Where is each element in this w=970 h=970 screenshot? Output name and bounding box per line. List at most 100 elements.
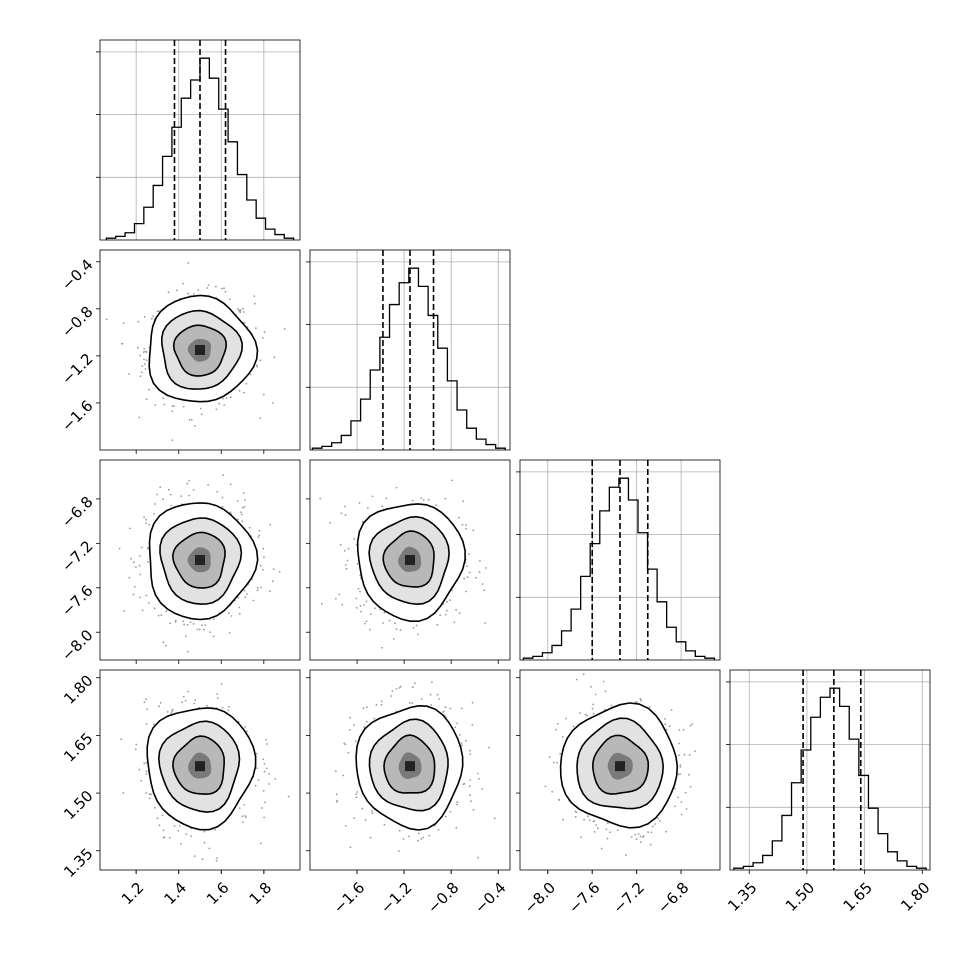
y-tick-label: 1.35 <box>60 845 96 881</box>
scatter-point <box>595 824 598 826</box>
scatter-point <box>678 742 680 745</box>
scatter-point <box>438 698 440 700</box>
scatter-point <box>364 622 366 625</box>
panel-frame <box>99 669 301 871</box>
scatter-point <box>256 589 259 592</box>
scatter-point <box>167 291 170 294</box>
scatter-point <box>120 738 123 741</box>
scatter-point <box>215 859 218 862</box>
scatter-point <box>213 618 215 621</box>
scatter-point <box>179 842 182 845</box>
scatter-point <box>664 718 666 720</box>
x-tick-label: 1.65 <box>840 879 876 915</box>
scatter-point <box>139 354 142 357</box>
scatter-point <box>561 736 564 738</box>
scatter-point <box>207 284 210 286</box>
scatter-point <box>451 589 453 592</box>
scatter-point <box>143 762 146 765</box>
density-peak <box>615 761 625 772</box>
scatter-point <box>152 315 155 318</box>
scatter-point <box>594 693 597 696</box>
scatter-point <box>243 391 245 394</box>
scatter-point <box>243 499 246 501</box>
scatter-point <box>465 527 467 530</box>
x-tick-label: 1.80 <box>897 879 933 915</box>
scatter-point <box>139 596 141 599</box>
scatter-point <box>353 817 356 819</box>
scatter-point <box>689 785 692 788</box>
scatter-point <box>261 807 263 809</box>
scatter-point <box>260 586 263 589</box>
scatter-point <box>380 703 383 706</box>
panel-3-0: 1.2 1.4 1.6 1.8 1.35 1.50 1.65 1.80 <box>60 669 301 908</box>
scatter-point <box>199 407 202 410</box>
scatter-point <box>604 690 607 693</box>
scatter-point <box>145 792 148 794</box>
scatter-point <box>243 506 246 508</box>
scatter-point <box>187 292 190 295</box>
scatter-point <box>178 825 181 827</box>
scatter-point <box>338 593 341 596</box>
scatter-point <box>345 825 347 827</box>
scatter-point <box>215 285 217 288</box>
density-peak <box>405 761 415 772</box>
scatter-point <box>475 576 477 579</box>
scatter-point <box>412 626 415 629</box>
scatter-point <box>649 843 652 846</box>
scatter-point <box>478 571 481 573</box>
scatter-point <box>147 546 149 549</box>
scatter-point <box>343 742 346 745</box>
scatter-point <box>268 783 270 785</box>
scatter-point <box>244 815 247 817</box>
scatter-point <box>340 512 343 515</box>
scatter-point <box>168 836 171 839</box>
panel-3-3: 1.35 1.50 1.65 1.80 <box>724 669 934 915</box>
scatter-point <box>454 726 457 729</box>
scatter-point <box>272 402 274 404</box>
scatter-point <box>381 505 383 508</box>
scatter-point <box>196 628 199 631</box>
scatter-point <box>437 828 440 831</box>
scatter-point <box>169 622 172 625</box>
histogram-step-line <box>311 267 506 450</box>
scatter-point <box>370 613 372 615</box>
panel-frame <box>519 459 721 661</box>
scatter-point <box>665 728 668 731</box>
scatter-point <box>190 418 193 421</box>
contour-line <box>159 517 243 605</box>
scatter-point <box>321 602 323 605</box>
scatter-point <box>240 511 242 514</box>
scatter-point <box>186 624 189 626</box>
x-tick-label: 1.35 <box>724 879 760 915</box>
scatter-point <box>141 609 144 612</box>
density-peak <box>195 555 205 565</box>
scatter-point <box>229 298 231 300</box>
scatter-point <box>169 493 172 496</box>
scatter-point <box>691 723 694 725</box>
scatter-point <box>356 791 359 793</box>
scatter-point <box>228 632 231 634</box>
scatter-point <box>582 673 585 676</box>
scatter-point <box>343 549 346 552</box>
scatter-point <box>584 713 587 716</box>
scatter-point <box>579 712 581 714</box>
scatter-point <box>427 498 430 501</box>
scatter-point <box>602 680 605 683</box>
scatter-point <box>373 717 376 720</box>
scatter-point <box>223 287 225 290</box>
scatter-point <box>140 371 143 374</box>
scatter-point <box>420 497 423 500</box>
scatter-point <box>240 513 243 516</box>
scatter-point <box>371 812 374 814</box>
scatter-point <box>466 565 468 568</box>
scatter-point <box>341 603 344 606</box>
scatter-point <box>468 571 471 574</box>
scatter-point <box>375 703 378 706</box>
scatter-point <box>238 612 241 615</box>
scatter-point <box>185 635 187 638</box>
scatter-point <box>484 622 487 624</box>
scatter-point <box>140 779 143 782</box>
scatter-point <box>668 725 671 728</box>
scatter-point <box>206 287 209 289</box>
